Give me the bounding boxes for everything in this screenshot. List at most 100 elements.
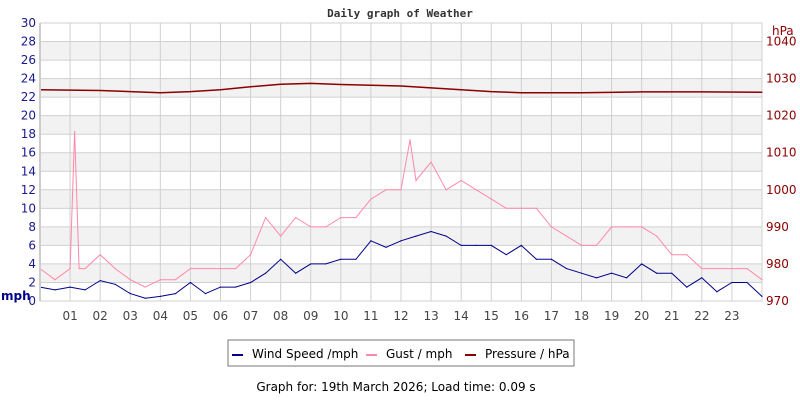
- wind-speed-point: [144, 297, 146, 299]
- series-lines: [39, 82, 763, 299]
- x-tick-label: 01: [62, 309, 77, 323]
- right-tick-label: 1010: [766, 146, 797, 160]
- right-tick-label: 970: [766, 294, 789, 308]
- left-tick-label: 8: [28, 220, 36, 234]
- wind-speed-point: [415, 235, 417, 237]
- wind-speed-point: [280, 258, 282, 260]
- wind-speed-point: [490, 244, 492, 246]
- gust-point: [731, 267, 733, 270]
- pressure-point: [340, 83, 342, 86]
- gust-point: [114, 267, 116, 270]
- grid-lines: [39, 22, 763, 302]
- pressure-point: [430, 87, 432, 89]
- x-tick-label: 15: [484, 309, 499, 323]
- gust-point: [475, 189, 477, 191]
- pressure-point: [641, 91, 643, 93]
- wind-speed-point: [159, 295, 161, 297]
- gust-point: [385, 189, 387, 191]
- gust-point: [340, 217, 342, 219]
- gust-point: [54, 279, 56, 281]
- wind-speed-point: [445, 235, 447, 237]
- wind-speed-point: [69, 286, 71, 288]
- pressure-point: [280, 83, 282, 85]
- gust-point: [400, 189, 402, 191]
- pressure-point: [219, 89, 222, 91]
- gust-point: [656, 235, 658, 237]
- wind-speed-point: [400, 240, 402, 242]
- wind-speed-point: [249, 281, 252, 284]
- pressure-point: [701, 91, 703, 93]
- gust-point: [520, 207, 522, 209]
- wind-speed-point: [174, 292, 176, 295]
- wind-speed-point: [114, 283, 116, 285]
- gust-point: [641, 226, 643, 228]
- pressure-point: [99, 89, 101, 92]
- x-tick-label: 02: [93, 309, 108, 323]
- wind-speed-point: [701, 277, 703, 279]
- x-tick-label: 22: [694, 309, 709, 323]
- legend-box: [227, 339, 575, 367]
- pressure-point: [490, 90, 492, 93]
- x-tick-label: 07: [243, 309, 258, 323]
- pressure-point: [370, 84, 372, 86]
- wind-speed-point: [430, 230, 432, 233]
- wind-speed-point: [535, 258, 537, 260]
- gust-point: [460, 179, 462, 182]
- chart-title: Daily graph of Weather: [327, 7, 473, 20]
- legend-label-gust: Gust / mph: [386, 347, 452, 361]
- wind-speed-point: [580, 272, 583, 274]
- right-tick-label: 1040: [766, 35, 797, 49]
- gust-point: [355, 217, 357, 219]
- x-tick-label: 03: [123, 309, 138, 323]
- wind-speed-point: [475, 244, 477, 246]
- gust-point: [189, 267, 192, 270]
- left-tick-label: 20: [21, 109, 36, 123]
- gust-point: [445, 189, 447, 191]
- pressure-point: [460, 89, 462, 91]
- left-tick-label: 28: [21, 35, 36, 49]
- wind-speed-point: [54, 289, 56, 291]
- gust-point: [159, 279, 161, 281]
- left-tick-label: 24: [21, 72, 36, 86]
- wind-speed-point: [610, 272, 613, 274]
- right-axis-label: hPa: [772, 24, 794, 38]
- left-tick-label: 18: [21, 127, 36, 141]
- x-tick-label: 13: [423, 309, 438, 323]
- left-tick-label: 0: [28, 294, 36, 308]
- wind-speed-point: [99, 280, 101, 282]
- wind-speed-point: [761, 295, 763, 297]
- wind-speed-point: [310, 263, 312, 265]
- right-tick-label: 990: [766, 220, 789, 234]
- gust-point: [219, 267, 222, 270]
- wind-speed-point: [219, 286, 222, 288]
- gust-point: [415, 179, 417, 182]
- gust-point: [535, 207, 537, 209]
- x-tick-label: 20: [634, 309, 649, 323]
- gust-point: [174, 279, 176, 281]
- gust-point: [746, 267, 748, 270]
- x-axis-ticks: 01 02 03 04 05 06 07 08 09 10 11 12 13 14 15 16 17 18 19 20…: [62, 309, 739, 323]
- gust-point: [490, 198, 492, 200]
- gust-point: [550, 226, 553, 228]
- left-axis-label: mph: [1, 289, 31, 303]
- gust-line: [39, 131, 763, 288]
- wind-speed-point: [671, 272, 673, 274]
- x-tick-label: 19: [604, 309, 619, 323]
- pressure-point: [249, 86, 252, 88]
- gust-point: [73, 130, 76, 133]
- pressure-point: [159, 92, 161, 94]
- x-tick-label: 08: [273, 309, 288, 323]
- pressure-point: [400, 85, 402, 87]
- gust-point: [370, 198, 372, 200]
- x-tick-label: 14: [454, 309, 469, 323]
- wind-speed-point: [295, 272, 297, 274]
- gust-point: [78, 267, 80, 270]
- wind-speed-point: [641, 263, 643, 265]
- left-tick-label: 30: [21, 16, 36, 30]
- wind-speed-point: [565, 267, 568, 270]
- gust-point: [686, 254, 688, 256]
- left-tick-label: 26: [21, 53, 36, 67]
- gust-point: [249, 254, 252, 256]
- wind-speed-point: [370, 240, 372, 242]
